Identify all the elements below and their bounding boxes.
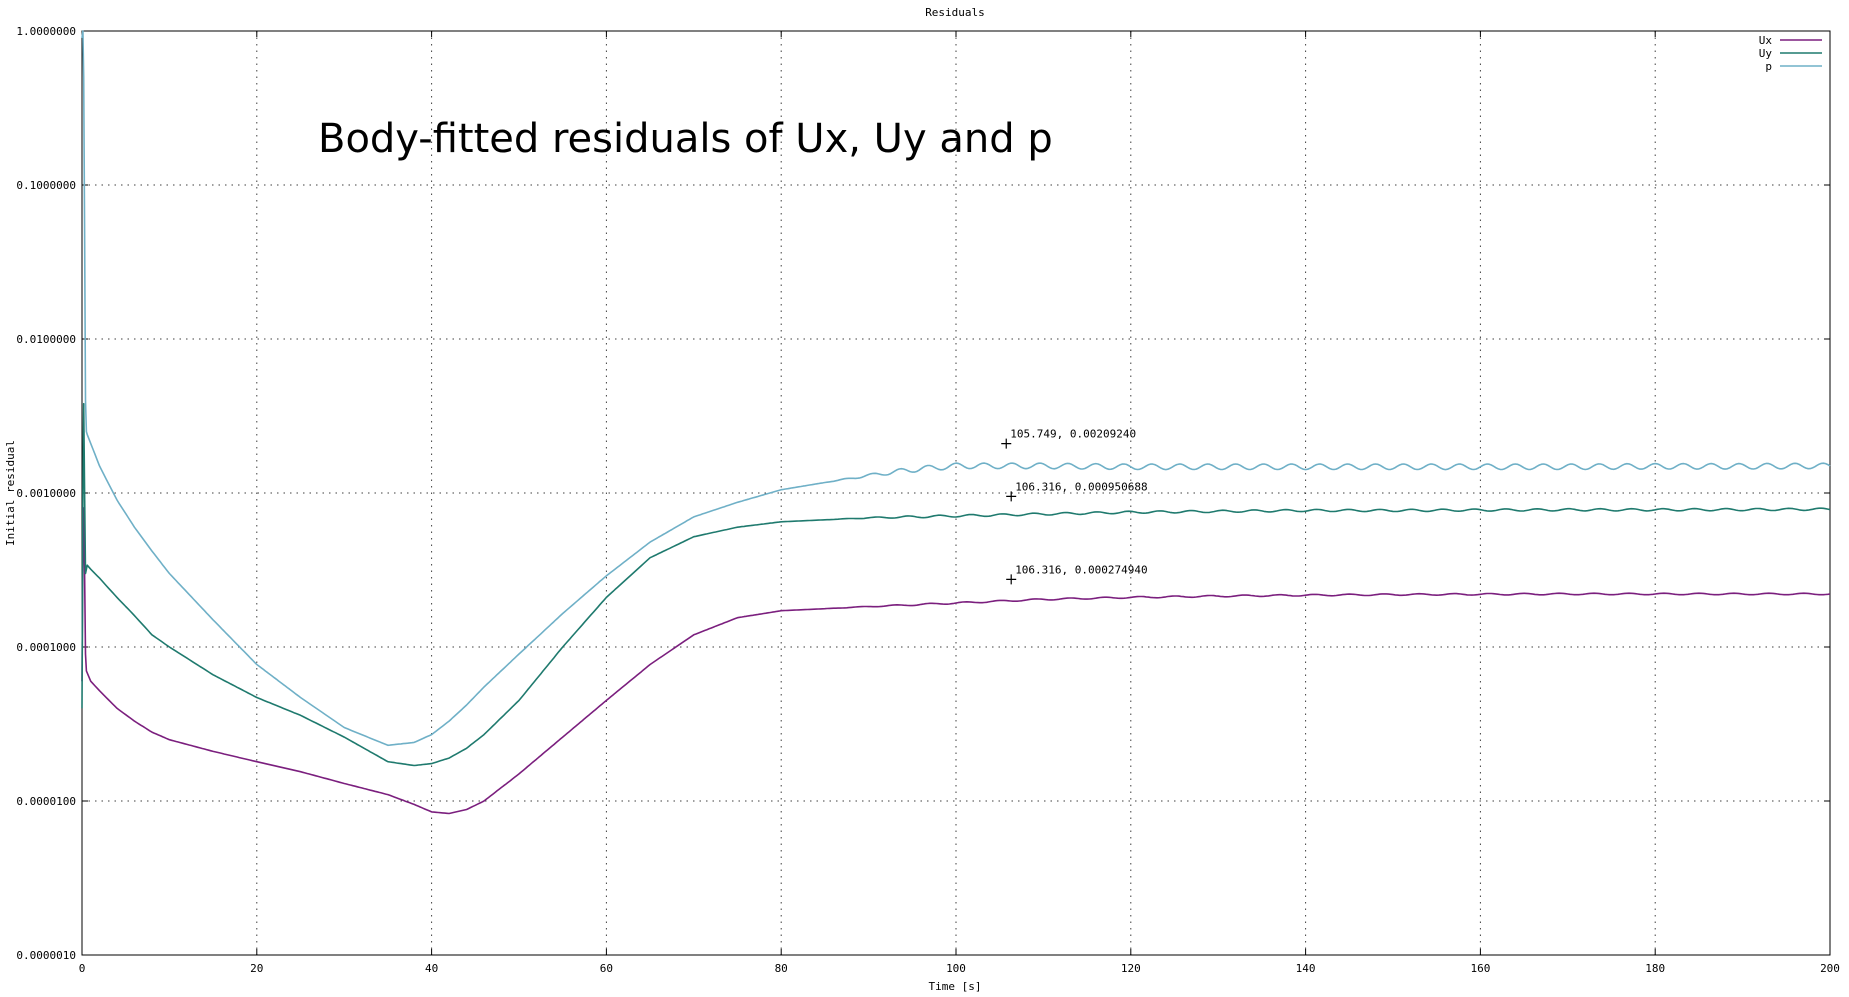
x-tick-label: 40 — [425, 962, 438, 975]
x-tick-label: 200 — [1820, 962, 1840, 975]
y-tick-label: 0.0000010 — [16, 949, 76, 962]
legend-label-p: p — [1765, 60, 1772, 73]
series-lines — [81, 30, 1831, 815]
annotation-marker — [1006, 491, 1017, 502]
y-axis-label: Initial residual — [4, 440, 17, 546]
annotation-label: 105.749, 0.00209240 — [1010, 428, 1136, 441]
annotations: 105.749, 0.00209240 106.316, 0.000950688 1… — [1001, 428, 1148, 585]
x-tick-label: 0 — [79, 962, 86, 975]
annotation-marker — [1001, 438, 1012, 449]
axis-ticks: 0 20 40 60 80 100 120 140 160 180 200 1.0000000 0.10… — [16, 25, 1840, 975]
annotation-marker — [1006, 574, 1017, 585]
x-tick-label: 140 — [1296, 962, 1316, 975]
y-tick-label: 0.0001000 — [16, 641, 76, 654]
x-tick-label: 100 — [946, 962, 966, 975]
chart-title: Residuals — [925, 6, 985, 19]
x-tick-label: 20 — [250, 962, 263, 975]
x-axis-label: Time [s] — [929, 980, 982, 993]
x-tick-label: 80 — [775, 962, 788, 975]
y-tick-label: 0.0100000 — [16, 333, 76, 346]
x-tick-label: 60 — [600, 962, 613, 975]
series-uy-line — [81, 402, 1831, 767]
x-tick-label: 180 — [1645, 962, 1665, 975]
y-tick-label: 0.0010000 — [16, 487, 76, 500]
overlay-caption: Body-fitted residuals of Ux, Uy and p — [318, 116, 1053, 162]
x-tick-label: 160 — [1470, 962, 1490, 975]
y-tick-label: 1.0000000 — [16, 25, 76, 38]
annotation-label: 106.316, 0.000274940 — [1015, 563, 1147, 576]
y-tick-label: 0.0000100 — [16, 795, 76, 808]
series-p-line — [81, 30, 1831, 747]
x-tick-label: 120 — [1121, 962, 1141, 975]
series-ux-line — [81, 507, 1831, 815]
y-tick-label: 0.1000000 — [16, 179, 76, 192]
annotation-label: 106.316, 0.000950688 — [1015, 480, 1147, 493]
legend-label-uy: Uy — [1759, 47, 1773, 60]
legend-label-ux: Ux — [1759, 34, 1773, 47]
grid-lines — [82, 31, 1830, 955]
